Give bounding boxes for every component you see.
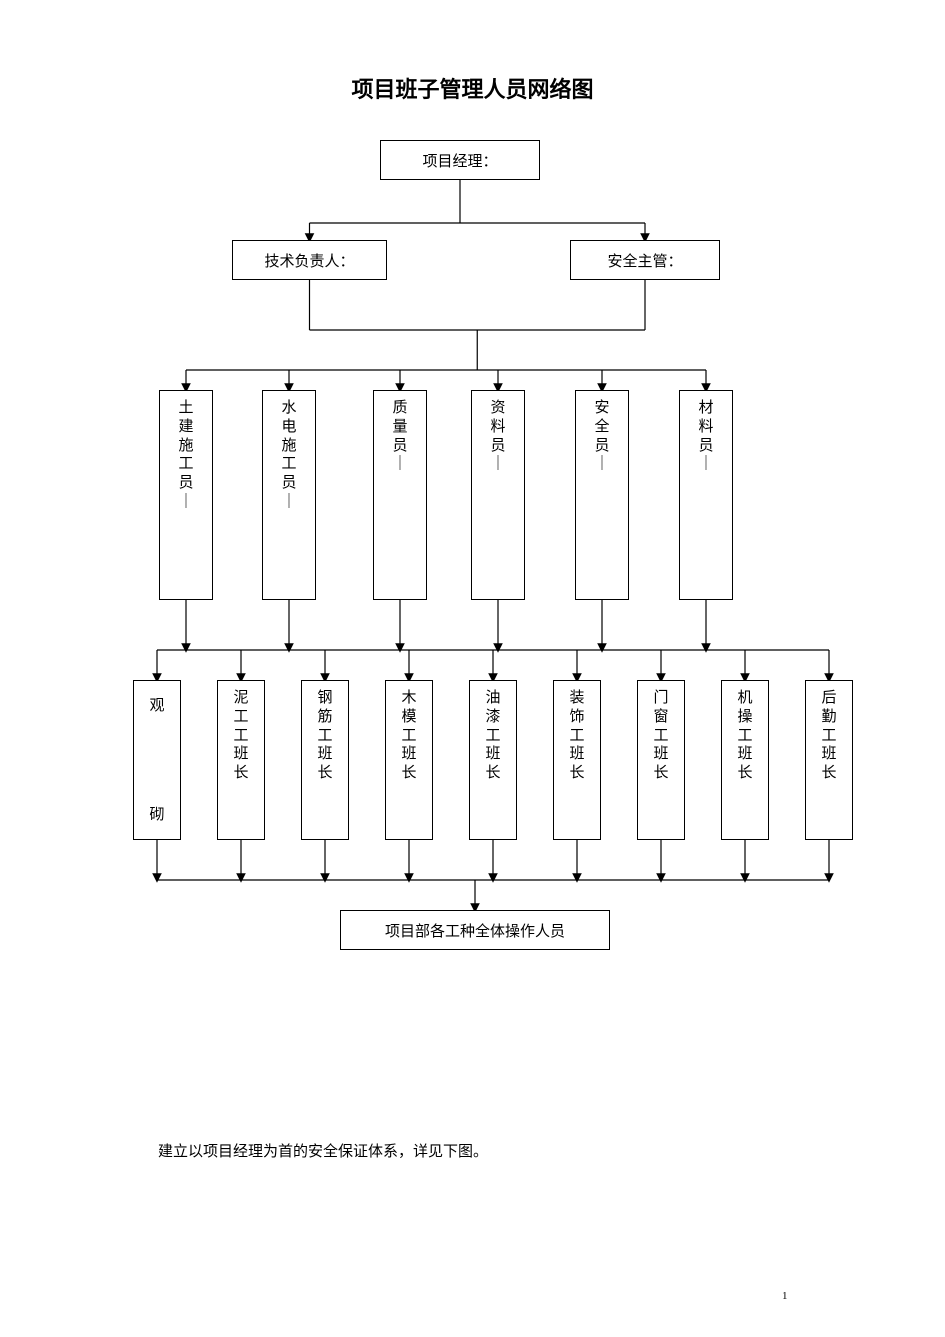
page: 项目班子管理人员网络图 项目经理：技术负责人：安全主管：土建施工员｜水电施工员｜… xyxy=(0,0,945,1337)
node-plaster: 泥工工班长 xyxy=(217,680,265,840)
node-paint: 油漆工班长 xyxy=(469,680,517,840)
node-elec: 水电施工员｜ xyxy=(262,390,316,600)
node-quality: 质量员｜ xyxy=(373,390,427,600)
node-safe: 安全员｜ xyxy=(575,390,629,600)
node-mach: 机操工班长 xyxy=(721,680,769,840)
node-tech: 技术负责人： xyxy=(232,240,387,280)
node-data: 资料员｜ xyxy=(471,390,525,600)
page-number: 1 xyxy=(782,1290,788,1302)
node-rebar: 钢筋工班长 xyxy=(301,680,349,840)
node-all-workers: 项目部各工种全体操作人员 xyxy=(340,910,610,950)
node-mat: 材料员｜ xyxy=(679,390,733,600)
node-mason: 观砌 xyxy=(133,680,181,840)
footer-text: 建立以项目经理为首的安全保证体系，详见下图。 xyxy=(158,1140,488,1161)
node-logi: 后勤工班长 xyxy=(805,680,853,840)
org-chart-svg xyxy=(0,0,945,1337)
node-door: 门窗工班长 xyxy=(637,680,685,840)
node-civil: 土建施工员｜ xyxy=(159,390,213,600)
node-safety: 安全主管： xyxy=(570,240,720,280)
node-deco: 装饰工班长 xyxy=(553,680,601,840)
node-form: 木模工班长 xyxy=(385,680,433,840)
node-project-manager: 项目经理： xyxy=(380,140,540,180)
